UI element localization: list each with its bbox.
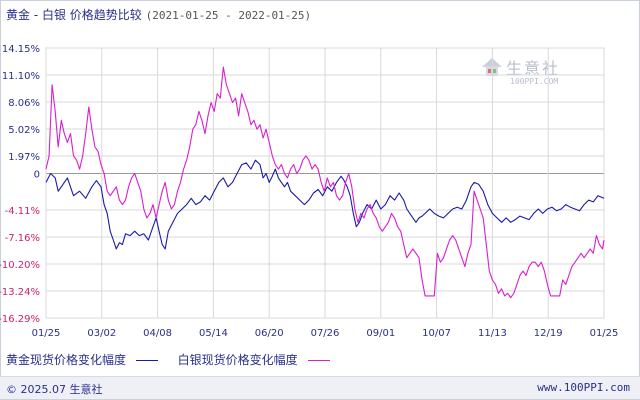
- footer-copyright: © 2025.07 生意社: [6, 383, 103, 396]
- title-text: 黄金 - 白银 价格趋势比较: [6, 8, 142, 22]
- x-tick-label: 11/13: [478, 328, 507, 339]
- watermark-brand: 生意社: [506, 59, 561, 78]
- gold-series-line: [45, 159, 605, 250]
- footer-bar: © 2025.07 生意社 www.100PPI.com: [0, 376, 640, 399]
- chart-title: 黄金 - 白银 价格趋势比较 (2021-01-25 - 2022-01-25): [6, 6, 311, 23]
- legend-silver-label: 白银现货价格变化幅度: [177, 353, 298, 367]
- y-tick-label: 1.97%: [8, 152, 40, 163]
- y-tick-label: 0: [34, 170, 40, 181]
- x-tick-label: 12/19: [534, 328, 563, 339]
- x-tick-label: 01/25: [32, 328, 61, 339]
- legend-gold-label: 黄金现货价格变化幅度: [6, 353, 127, 367]
- legend-item-gold: 黄金现货价格变化幅度: [6, 351, 158, 368]
- y-tick-label: 14.15%: [2, 44, 40, 55]
- watermark-url: 100PPI.COM: [510, 77, 559, 86]
- y-tick-label: 8.06%: [8, 98, 40, 109]
- legend-gold-swatch: [135, 360, 158, 361]
- chart-legend: 黄金现货价格变化幅度 白银现货价格变化幅度: [6, 351, 346, 368]
- x-tick-label: 06/20: [255, 328, 284, 339]
- silver-series-line: [45, 66, 605, 299]
- x-tick-label: 04/08: [143, 328, 172, 339]
- x-tick-label: 05/14: [199, 328, 228, 339]
- x-tick-label: 01/25: [590, 328, 619, 339]
- y-tick-label: -7.16%: [5, 233, 40, 244]
- x-tick-label: 10/07: [422, 328, 451, 339]
- y-tick-label: -16.29%: [0, 314, 40, 325]
- x-tick-label: 03/02: [87, 328, 116, 339]
- y-tick-label: 5.02%: [8, 125, 40, 136]
- footer-site-link[interactable]: www.100PPI.com: [537, 381, 630, 394]
- y-tick-label: -4.11%: [5, 206, 40, 217]
- y-tick-label: -10.20%: [0, 260, 40, 271]
- legend-item-silver: 白银现货价格变化幅度: [178, 351, 330, 368]
- x-tick-label: 07/26: [311, 328, 340, 339]
- legend-silver-swatch: [307, 360, 330, 361]
- y-tick-label: 11.10%: [2, 71, 40, 82]
- date-range: (2021-01-25 - 2022-01-25): [145, 9, 312, 22]
- x-tick-label: 09/01: [366, 328, 395, 339]
- y-tick-label: -13.24%: [0, 287, 40, 298]
